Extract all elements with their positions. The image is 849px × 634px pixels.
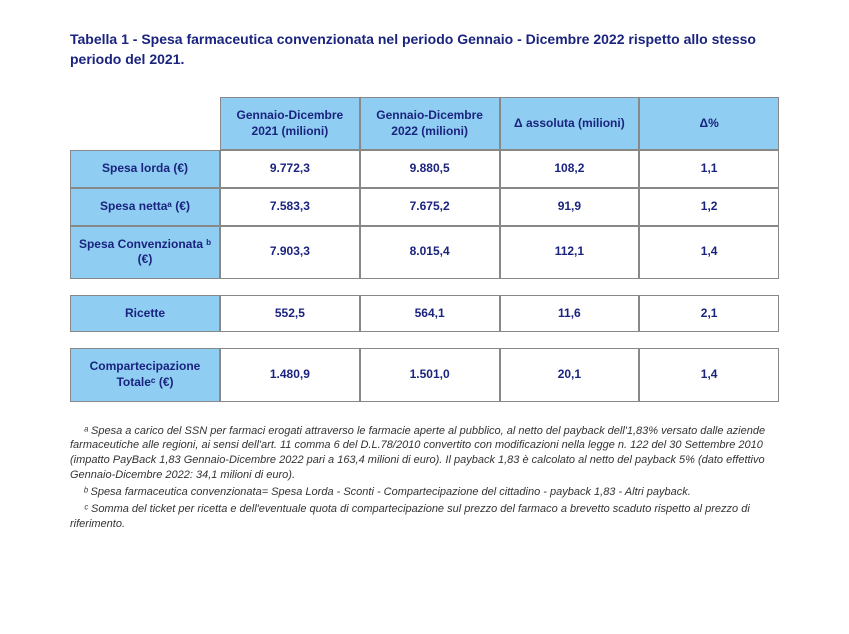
table-row: Spesa Convenzionata ᵇ (€) 7.903,3 8.015,… — [70, 226, 779, 279]
footnote-a: ᵃ Spesa a carico del SSN per farmaci ero… — [70, 424, 779, 483]
cell: 11,6 — [500, 295, 640, 333]
cell: 20,1 — [500, 348, 640, 401]
table-row: Compartecipazione Totaleᶜ (€) 1.480,9 1.… — [70, 348, 779, 401]
cell: 1,4 — [639, 226, 779, 279]
cell: 1,4 — [639, 348, 779, 401]
cell: 564,1 — [360, 295, 500, 333]
col-header-delta-pct: Δ% — [639, 97, 779, 150]
group-spacer — [70, 332, 779, 348]
cell: 7.903,3 — [220, 226, 360, 279]
table-title: Tabella 1 - Spesa farmaceutica convenzio… — [70, 30, 779, 69]
cell: 112,1 — [500, 226, 640, 279]
footnote-c: ᶜ Somma del ticket per ricetta e dell'ev… — [70, 502, 779, 532]
cell: 9.880,5 — [360, 150, 500, 188]
col-header-delta-abs: Δ assoluta (milioni) — [500, 97, 640, 150]
cell: 1.501,0 — [360, 348, 500, 401]
cell: 552,5 — [220, 295, 360, 333]
cell: 91,9 — [500, 188, 640, 226]
row-label: Spesa nettaᵃ (€) — [70, 188, 220, 226]
footnote-b: ᵇ Spesa farmaceutica convenzionata= Spes… — [70, 485, 779, 500]
row-label: Compartecipazione Totaleᶜ (€) — [70, 348, 220, 401]
cell: 1,1 — [639, 150, 779, 188]
row-label: Ricette — [70, 295, 220, 333]
row-label: Spesa Convenzionata ᵇ (€) — [70, 226, 220, 279]
cell: 2,1 — [639, 295, 779, 333]
cell: 1.480,9 — [220, 348, 360, 401]
header-blank — [70, 97, 220, 150]
footnotes: ᵃ Spesa a carico del SSN per farmaci ero… — [70, 424, 779, 532]
table-header-row: Gennaio-Dicembre 2021 (milioni) Gennaio-… — [70, 97, 779, 150]
row-label: Spesa lorda (€) — [70, 150, 220, 188]
table-row: Spesa lorda (€) 9.772,3 9.880,5 108,2 1,… — [70, 150, 779, 188]
cell: 108,2 — [500, 150, 640, 188]
cell: 9.772,3 — [220, 150, 360, 188]
cell: 8.015,4 — [360, 226, 500, 279]
col-header-2021: Gennaio-Dicembre 2021 (milioni) — [220, 97, 360, 150]
cell: 7.675,2 — [360, 188, 500, 226]
data-table: Gennaio-Dicembre 2021 (milioni) Gennaio-… — [70, 97, 779, 401]
table-row: Ricette 552,5 564,1 11,6 2,1 — [70, 295, 779, 333]
table-row: Spesa nettaᵃ (€) 7.583,3 7.675,2 91,9 1,… — [70, 188, 779, 226]
cell: 7.583,3 — [220, 188, 360, 226]
col-header-2022: Gennaio-Dicembre 2022 (milioni) — [360, 97, 500, 150]
cell: 1,2 — [639, 188, 779, 226]
table-body: Spesa lorda (€) 9.772,3 9.880,5 108,2 1,… — [70, 150, 779, 401]
group-spacer — [70, 279, 779, 295]
